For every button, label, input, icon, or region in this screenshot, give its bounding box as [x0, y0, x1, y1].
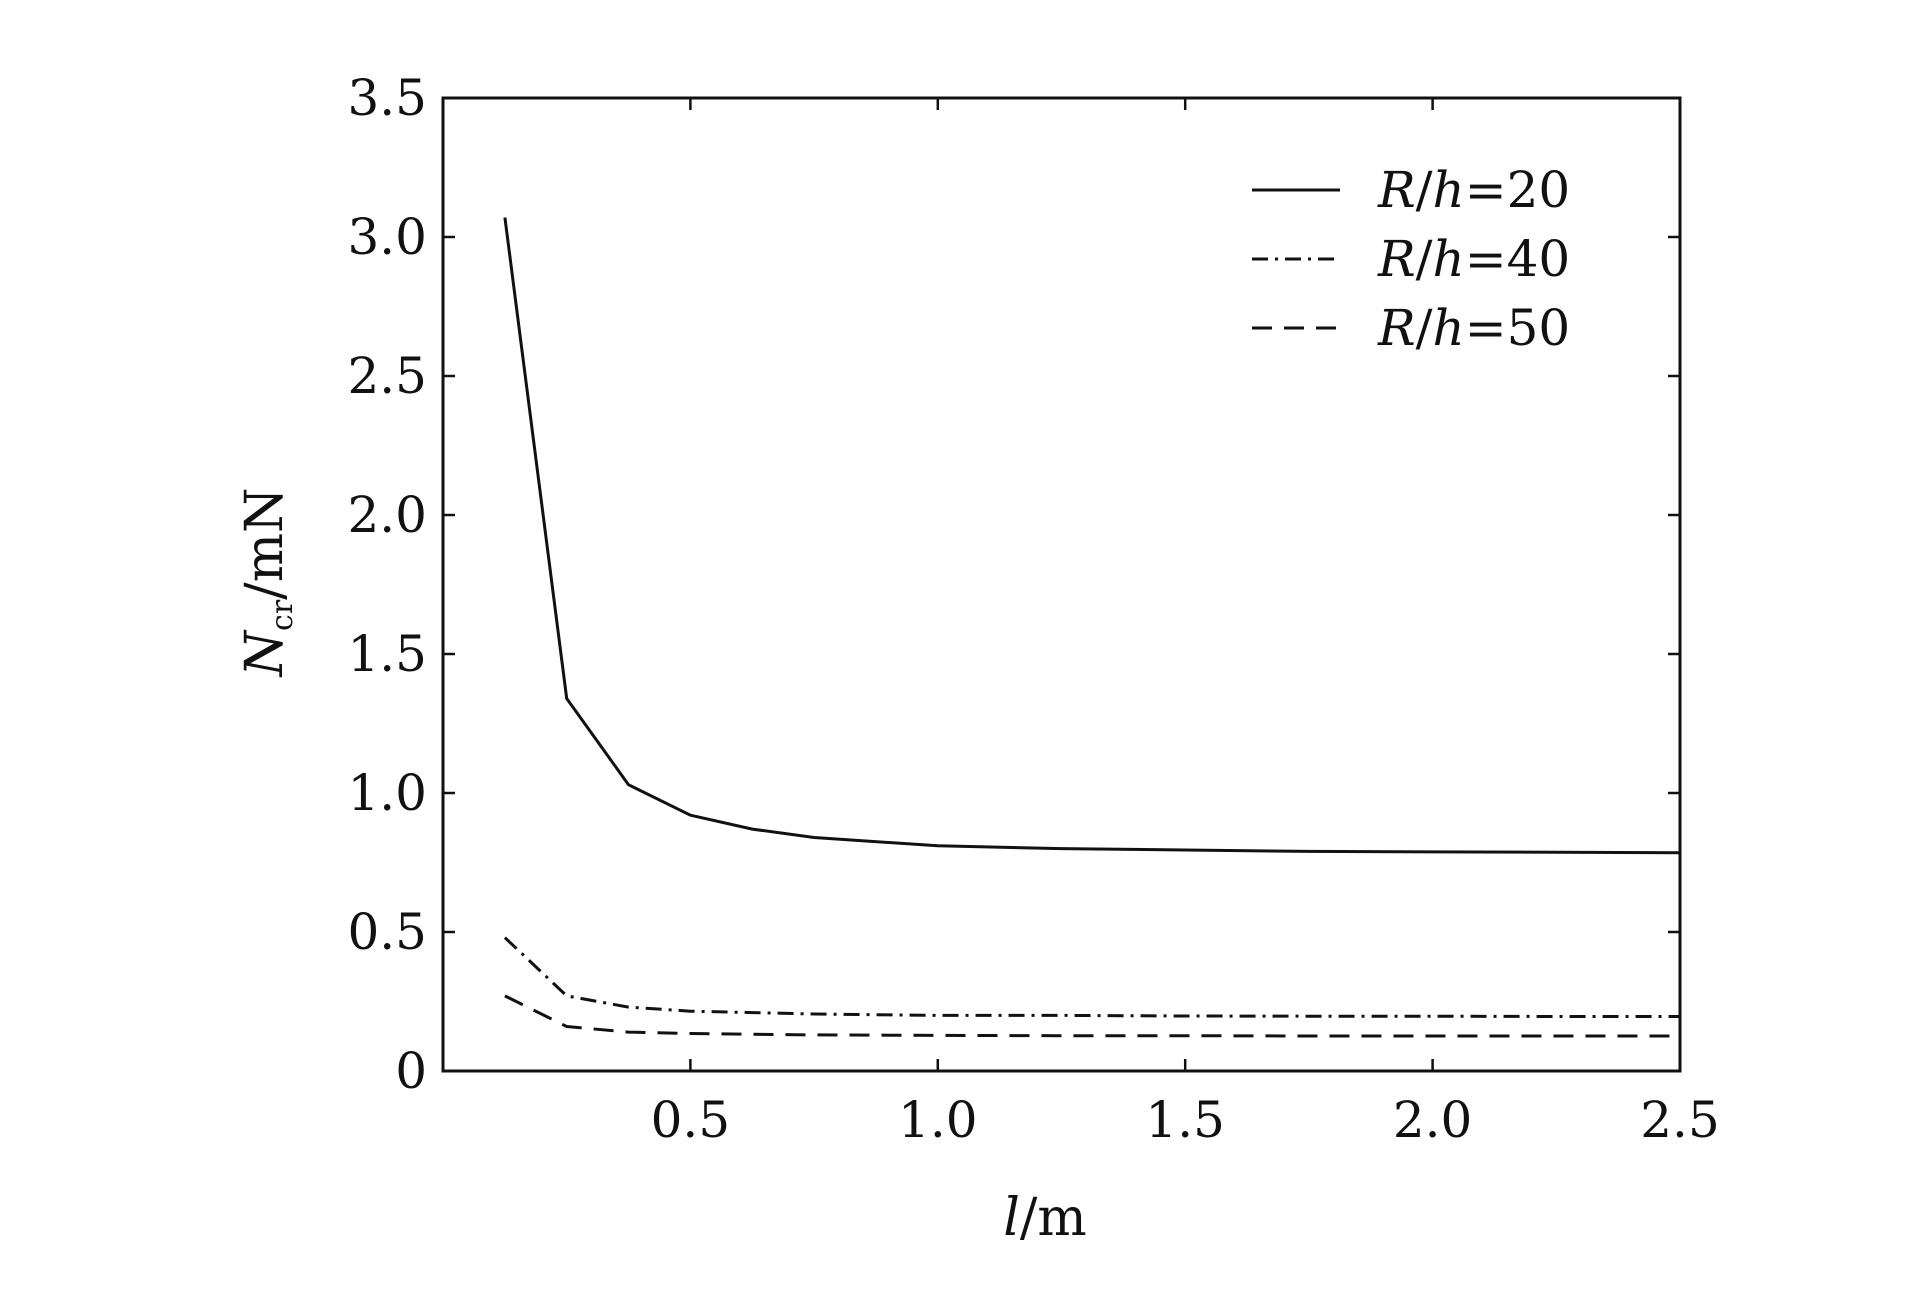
y-axis-label-unit: /mN — [235, 488, 295, 600]
legend-label-part: R — [1377, 230, 1416, 288]
y-tick-label: 1.0 — [347, 764, 427, 822]
y-tick-label: 3.5 — [347, 69, 427, 127]
legend-label-part: h — [1433, 230, 1465, 288]
y-axis-label-var: N — [235, 629, 295, 678]
series-line-1 — [503, 217, 1681, 855]
x-tick-label: 1.5 — [1145, 1091, 1225, 1149]
plot-frame — [441, 96, 1682, 1073]
legend-label-part: h — [1433, 161, 1465, 219]
y-axis-label: Ncr/mN — [235, 488, 300, 679]
legend-label-part: =50 — [1465, 299, 1571, 357]
x-axis-label-unit: /m — [1020, 1188, 1087, 1248]
y-tick-label: 0 — [395, 1042, 427, 1100]
legend-label-part: =40 — [1465, 230, 1571, 288]
legend-label-part: =20 — [1465, 161, 1571, 219]
y-tick-label: 3.0 — [347, 208, 427, 266]
legend-label-3: R/h=50 — [1377, 299, 1570, 357]
legend-label-part: / — [1416, 161, 1433, 219]
x-axis-label-var: l — [1003, 1188, 1020, 1248]
y-tick-label: 2.0 — [347, 486, 427, 544]
legend: R/h=20R/h=40R/h=50 — [1252, 161, 1570, 357]
x-tick-label: 2.0 — [1393, 1091, 1473, 1149]
legend-label-part: / — [1416, 299, 1433, 357]
y-tick-label: 1.5 — [347, 625, 427, 683]
y-axis-label-sub: cr — [265, 599, 300, 631]
legend-label-part: R — [1377, 161, 1416, 219]
legend-label-1: R/h=20 — [1377, 161, 1570, 219]
x-tick-label: 0.5 — [651, 1091, 731, 1149]
y-tick-label: 0.5 — [347, 903, 427, 961]
x-axis-label: l/m — [1003, 1188, 1086, 1248]
y-tick-label: 2.5 — [347, 347, 427, 405]
legend-label-part: R — [1377, 299, 1416, 357]
x-tick-label: 1.0 — [898, 1091, 978, 1149]
ticks-layer: 0.5 1.0 1.5 2.0 2.5 0 0.5 1.0 1.5 2.0 2.5 3.0 3.5 — [347, 69, 1719, 1149]
series-line-3 — [504, 994, 1680, 1038]
series-line-2 — [503, 936, 1680, 1018]
legend-label-part: / — [1416, 230, 1433, 288]
legend-label-2: R/h=40 — [1377, 230, 1570, 288]
x-tick-label: 2.5 — [1640, 1091, 1720, 1149]
legend-label-part: h — [1433, 299, 1465, 357]
series-layer — [503, 217, 1681, 1038]
